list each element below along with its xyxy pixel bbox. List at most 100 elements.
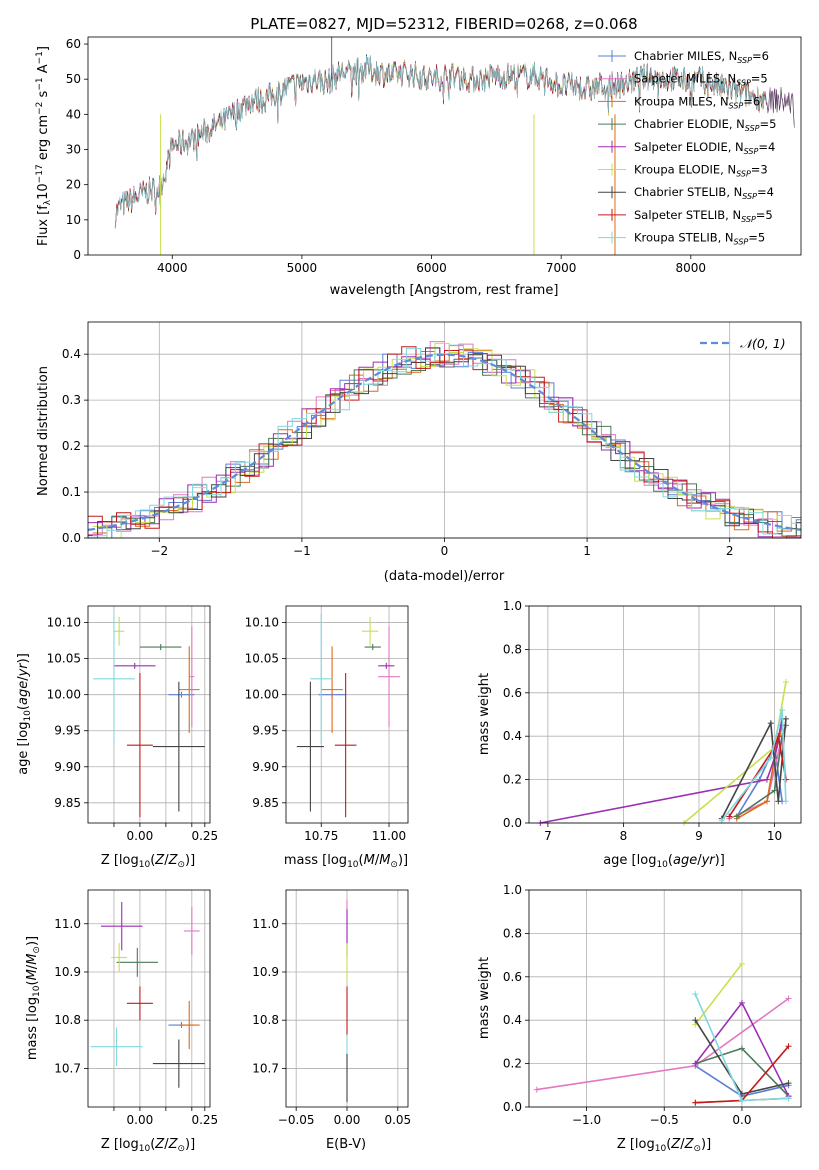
residual-ytick-label: 0.2 [62,439,81,453]
gaussian-curve [87,353,802,531]
spectrum-series-line [114,55,766,229]
legend-entry: Chabrier ELODIE, NSSP=5 [634,117,776,133]
weight-age-ytick-label: 0.4 [503,729,522,743]
age-z-ytick-label: 9.95 [54,724,81,738]
mass-z-ytick-label: 10.8 [54,1013,81,1027]
spectrum-ytick-label: 0 [73,248,81,262]
mass-ebv-ytick-label: 10.8 [252,1013,279,1027]
legend-nssp: =6 [743,94,760,108]
mass-z-axes: 0.00 0.25 10.7 10.8 10.9 11.0 [54,890,218,1127]
mass-ebv-xtick-label: 0.00 [334,1113,361,1127]
spectrum-lines [114,37,795,255]
spectrum-ytick-label: 50 [66,72,81,86]
legend-subscript: SSP [742,192,757,201]
legend-entry: Kroupa MILES, NSSP=6 [634,94,760,110]
legend-nssp: =5 [760,117,777,131]
weight-age-frame [528,605,802,824]
legend-label: Salpeter MILES, N [634,72,736,86]
spectrum-axes: 4000 5000 6000 7000 8000 0 10 20 30 40 50 60 [66,37,706,275]
legend-subscript: SSP [729,101,744,110]
weight-z-ytick-label: 0.2 [503,1057,522,1071]
age-z-xtick-label: 0.25 [191,829,218,843]
weight-age-xtick-label: 9 [695,829,703,843]
spectrum-ylabel-text: Flux [f [36,205,51,246]
age-z-ytick-label: 10.05 [47,652,81,666]
mass-ebv-frame [285,889,409,1108]
weight-z-ytick-label: 0.0 [503,1100,522,1114]
weight-age-ytick-label: 0.6 [503,686,522,700]
weight-age-xtick-label: 10 [767,829,782,843]
mass-z-frame [87,889,211,1108]
weight-age-ytick-label: 1.0 [503,599,522,613]
age-z-frame [87,605,211,824]
mass-z-xtick-label: 0.25 [191,1113,218,1127]
spectrum-ytick-label: 60 [66,37,81,51]
weight-z-ytick-label: 0.6 [503,970,522,984]
weight-z-frame [528,889,802,1108]
mass-ebv-axes: −0.05 0.00 0.05 10.7 10.8 10.9 11.0 [252,890,411,1127]
mass-z-ytick-label: 11.0 [54,917,81,931]
residual-histogram [88,347,801,537]
mass-z-xtick-label: 0.00 [127,1113,154,1127]
weight-z-ytick-label: 1.0 [503,883,522,897]
weight-age-ytick-label: 0.8 [503,642,522,656]
age-mass-ytick-label: 10.10 [245,616,279,630]
weight-z-xtick-label: −1.0 [572,1113,601,1127]
legend-subscript: SSP [737,56,752,65]
weight-z-xlabel: Z [log10(Z/Z⊙)] [617,1137,711,1154]
residual-xtick-label: −2 [150,544,168,558]
residual-ytick-label: 0.1 [62,485,81,499]
weight-age-ylabel: mass weight [477,673,492,755]
residual-xlabel: (data-model)/error [384,569,505,584]
legend-subscript: SSP [744,147,759,156]
weight-age-lines [537,678,789,826]
residual-xtick-label: 1 [583,544,591,558]
spectrum-panel: PLATE=0827, MJD=52312, FIBERID=0268, z=0… [35,15,638,298]
mass-z-xlabel: Z [log10(Z/Z⊙)] [101,1137,195,1154]
mass-ebv-xtick-label: −0.05 [278,1113,315,1127]
age-mass-ytick-label: 10.00 [245,688,279,702]
mass-vs-Z-panel: Z [log10(Z/Z⊙)] mass [log10(M/M⊙)] [25,936,195,1154]
legend-label: Kroupa MILES, N [634,94,729,108]
mass-ebv-ytick-label: 10.9 [252,965,279,979]
age-z-ytick-label: 10.10 [47,616,81,630]
spectrum-xtick-label: 6000 [416,261,447,275]
spectrum-xtick-label: 7000 [546,261,577,275]
age-mass-ytick-label: 9.85 [252,796,279,810]
legend-nssp: =5 [756,208,773,222]
legend-label: Chabrier MILES, N [634,49,737,63]
weight-age-ytick-label: 0.2 [503,773,522,787]
residual-histogram [88,349,801,539]
legend-label: Chabrier ELODIE, N [634,117,745,131]
legend-nssp: =5 [751,72,768,86]
residual-ytick-label: 0.4 [62,347,81,361]
residual-ytick-label: 0.0 [62,531,81,545]
mass-ebv-ytick-label: 11.0 [252,917,279,931]
legend-entry: Salpeter STELIB, NSSP=5 [634,208,773,224]
age-z-ytick-label: 10.00 [47,688,81,702]
mass-z-ytick-label: 10.7 [54,1061,81,1075]
age-mass-ytick-label: 9.95 [252,724,279,738]
weight-z-xtick-label: 0.0 [732,1113,751,1127]
legend-nssp: =4 [758,140,775,154]
spectrum-title: PLATE=0827, MJD=52312, FIBERID=0268, z=0… [250,15,637,33]
residual-frame [87,321,802,539]
weight-vs-age-panel: age [log10(age/yr)] mass weight [477,673,725,870]
age-mass-xtick-label: 10.75 [304,829,338,843]
age-vs-Z-panel: Z [log10(Z/Z⊙)] age [log10(age/yr)] [16,653,195,870]
legend-subscript: SSP [736,170,751,179]
spectrum-xlabel: wavelength [Angstrom, rest frame] [330,283,559,298]
legend-entry: Chabrier MILES, NSSP=6 [634,49,769,65]
age-z-xtick-label: 0.00 [127,829,154,843]
mass-ebv-ytick-label: 10.7 [252,1061,279,1075]
age-z-ylabel: age [log10(age/yr)] [16,653,33,775]
age-vs-mass-panel: mass [log10(M/M⊙)] [284,853,408,870]
chart-marks: 4000 5000 6000 7000 80000102030405060Chabrie… [47,36,802,1127]
legend-label: Kroupa STELIB, N [634,231,734,245]
weight-age-xtick-label: 7 [544,829,552,843]
residual-axes: −2 −1 0 1 2 0.0 0.1 0.2 0.3 0.4 [62,322,801,558]
weight-z-series-line [694,963,743,1025]
spectrum-xtick-label: 5000 [287,261,318,275]
spectrum-ytick-label: 10 [66,213,81,227]
